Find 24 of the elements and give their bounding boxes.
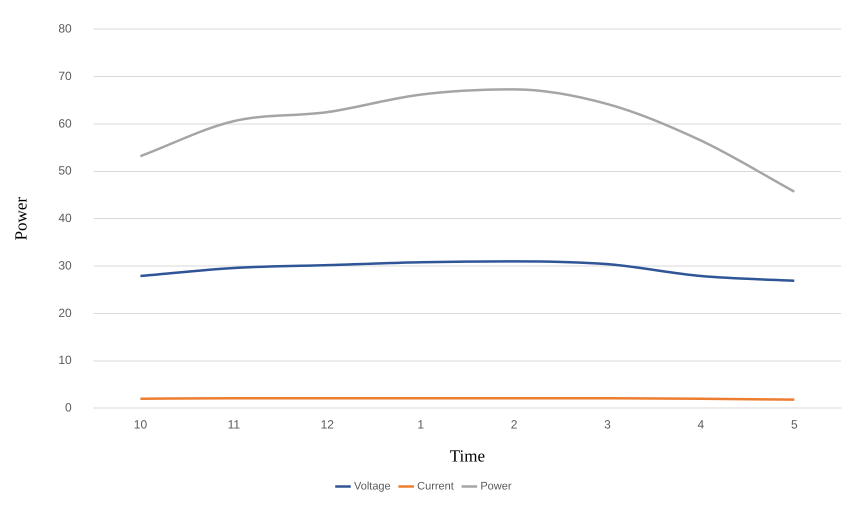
line-series <box>139 260 796 282</box>
x-tick-label: 1 <box>417 418 424 432</box>
line-series <box>139 88 796 193</box>
x-tick-label: 4 <box>698 418 705 432</box>
legend-label: Power <box>480 480 512 493</box>
y-tick-label: 10 <box>58 353 72 368</box>
x-tick-label: 3 <box>604 418 612 432</box>
y-tick-label: 80 <box>58 22 72 36</box>
y-axis-title: Power <box>12 196 31 240</box>
legend-label: Voltage <box>354 480 391 493</box>
x-tick-label: 11 <box>228 418 240 432</box>
legend-label: Current <box>417 480 454 493</box>
x-tick-label: 12 <box>320 418 334 432</box>
x-tick-label: 2 <box>510 418 518 432</box>
y-tick-label: 50 <box>58 164 72 178</box>
y-tick-label: 70 <box>58 68 72 83</box>
y-tick-label: 30 <box>58 258 72 272</box>
x-axis-title: Time <box>450 446 486 466</box>
y-tick-label: 60 <box>58 116 72 130</box>
y-tick-label: 20 <box>58 306 72 320</box>
x-tick-label: 5 <box>790 418 798 432</box>
y-tick-label: 40 <box>58 211 72 226</box>
x-tick-label: 10 <box>134 418 148 432</box>
y-tick-label: 0 <box>65 400 72 415</box>
